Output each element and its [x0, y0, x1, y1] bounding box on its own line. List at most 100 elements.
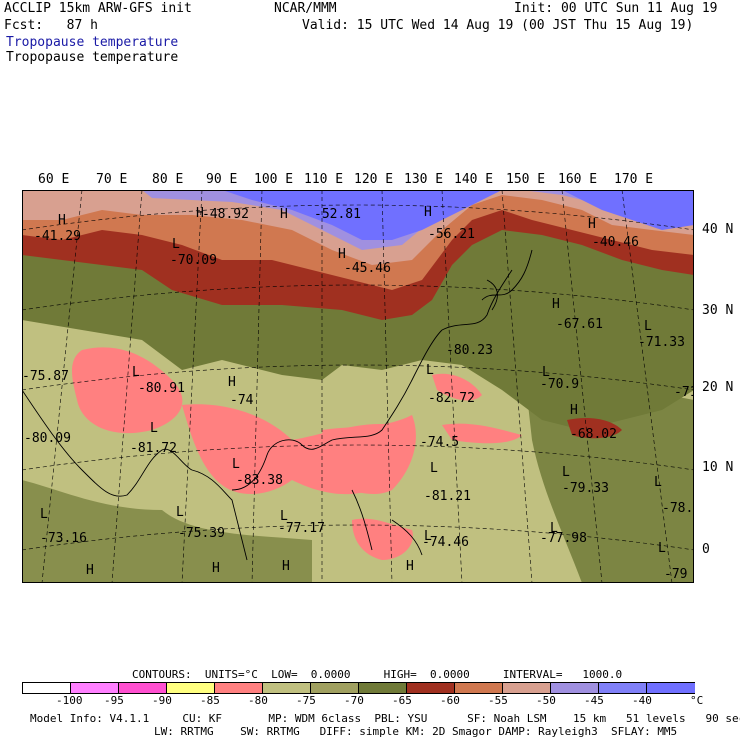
- low-marker: L: [176, 505, 184, 520]
- color-bar-tick: -55: [488, 694, 508, 707]
- contour-value-label: -74: [230, 393, 254, 408]
- contour-value-label: -79: [664, 567, 687, 582]
- low-marker: L: [280, 509, 288, 524]
- low-marker: L: [150, 421, 158, 436]
- color-bar-cell: [550, 682, 599, 694]
- high-marker: H: [282, 559, 290, 574]
- contour-labels: H-41.29L-70.09H-48.92 H -52.81H-45.46H-56.…: [22, 205, 694, 582]
- lon-label: 140 E: [454, 172, 494, 187]
- model-title: ACCLIP 15km ARW-GFS init: [4, 1, 192, 16]
- cold-patch-scs: [322, 415, 416, 495]
- color-bar-cell: [646, 682, 695, 694]
- lat-label: 10 N: [702, 460, 734, 475]
- contour-value-label: -74.46: [422, 535, 469, 550]
- contour-value-label: -81.21: [424, 489, 471, 504]
- color-bar-tick: -100: [56, 694, 83, 707]
- color-bar-cell: [262, 682, 311, 694]
- low-marker: L: [644, 319, 652, 334]
- high-marker: H: [196, 206, 204, 221]
- high-marker: H: [406, 559, 414, 574]
- contour-value-label: -75.87: [22, 369, 69, 384]
- coastlines: [22, 249, 533, 561]
- contour-value-label: -71.33: [638, 335, 685, 350]
- contour-value-label: -40.46: [592, 235, 639, 250]
- high-marker: H: [212, 561, 220, 576]
- contour-value-label: -83.38: [236, 473, 283, 488]
- contour-value-label: -79.33: [562, 481, 609, 496]
- lat-label: 0: [702, 542, 710, 557]
- lat-label: 20 N: [702, 380, 734, 395]
- lon-label: 160 E: [558, 172, 598, 187]
- contour-value-label: -78.5: [662, 501, 694, 516]
- contour-value-label: -80.23: [446, 343, 493, 358]
- field-title-2: Tropopause temperature: [6, 50, 179, 65]
- lon-label: 120 E: [354, 172, 394, 187]
- lat-label: 30 N: [702, 303, 734, 318]
- contour-value-label: -82.72: [428, 391, 475, 406]
- contour-value-label: -70.09: [170, 253, 217, 268]
- contour-value-label: -56.21: [428, 227, 475, 242]
- high-marker: H: [588, 217, 596, 232]
- cold-patch-india: [72, 347, 183, 434]
- lon-label: 70 E: [96, 172, 128, 187]
- low-marker: L: [232, 457, 240, 472]
- color-bar-tick: -80: [248, 694, 268, 707]
- low-marker: L: [172, 237, 180, 252]
- color-bar-cell: [502, 682, 551, 694]
- color-bar-cell: [70, 682, 119, 694]
- color-bar-tick: -75: [296, 694, 316, 707]
- org-label: NCAR/MMM: [274, 1, 337, 16]
- contour-value-label: -75.39: [178, 526, 225, 541]
- contour-value-label: -70.9: [540, 377, 579, 392]
- contour-value-label: -48.92: [202, 207, 249, 222]
- color-bar-tick: -90: [152, 694, 172, 707]
- init-time: Init: 00 UTC Sun 11 Aug 19: [514, 1, 718, 16]
- blue-region: [222, 190, 502, 240]
- contour-value-label: -67.61: [556, 317, 603, 332]
- lon-label: 100 E: [254, 172, 294, 187]
- lon-label: 60 E: [38, 172, 70, 187]
- cold-patch-east: [442, 423, 522, 444]
- high-marker: H: [552, 297, 560, 312]
- lon-label: 130 E: [404, 172, 444, 187]
- field-title-1: Tropopause temperature: [6, 35, 179, 50]
- high-marker: H: [280, 207, 288, 222]
- contours-info: CONTOURS: UNITS=°C LOW= 0.0000 HIGH= 0.0…: [132, 668, 623, 681]
- cold-patch-wpac: [432, 373, 482, 401]
- model-info-line1: Model Info: V4.1.1 CU: KF MP: WDM 6class…: [30, 712, 740, 725]
- color-bar-tick: -70: [344, 694, 364, 707]
- color-bar-tick: -60: [440, 694, 460, 707]
- olive-patch-pacific: [522, 350, 694, 583]
- low-marker: L: [40, 507, 48, 522]
- contour-value-label: -68.02: [570, 427, 617, 442]
- color-bar-tick: -65: [392, 694, 412, 707]
- color-bar-cell: [214, 682, 263, 694]
- tropopause-temperature-map: H-41.29L-70.09H-48.92 H -52.81H-45.46H-56.…: [22, 190, 694, 583]
- contour-value-label: -74.5: [420, 435, 459, 450]
- lon-label: 90 E: [206, 172, 238, 187]
- contour-value-label: -81.72: [130, 441, 177, 456]
- low-marker: L: [132, 365, 140, 380]
- contour-value-label: -52.81: [314, 207, 361, 222]
- color-bar-cell: [406, 682, 455, 694]
- color-bar-tick: -45: [584, 694, 604, 707]
- olive-patch-west: [22, 480, 312, 583]
- contour-value-label: -80.91: [138, 381, 185, 396]
- high-marker: H: [58, 213, 66, 228]
- lon-label: 110 E: [304, 172, 344, 187]
- high-marker: H: [338, 247, 346, 262]
- low-marker: L: [562, 465, 570, 480]
- contour-value-label: -77.98: [540, 531, 587, 546]
- lon-label: 80 E: [152, 172, 184, 187]
- color-bar-tick: -95: [104, 694, 124, 707]
- contour-value-label: -77.17: [278, 521, 325, 536]
- color-bar-tick: -40: [632, 694, 652, 707]
- low-marker: L: [430, 461, 438, 476]
- lat-label: 40 N: [702, 222, 734, 237]
- contour-value-label: -71.: [674, 385, 694, 400]
- low-marker: L: [542, 365, 550, 380]
- valid-time: Valid: 15 UTC Wed 14 Aug 19 (00 JST Thu …: [302, 18, 694, 33]
- warm-patch-pacific: [567, 418, 622, 439]
- contour-value-label: -45.46: [344, 261, 391, 276]
- lon-label: 150 E: [506, 172, 546, 187]
